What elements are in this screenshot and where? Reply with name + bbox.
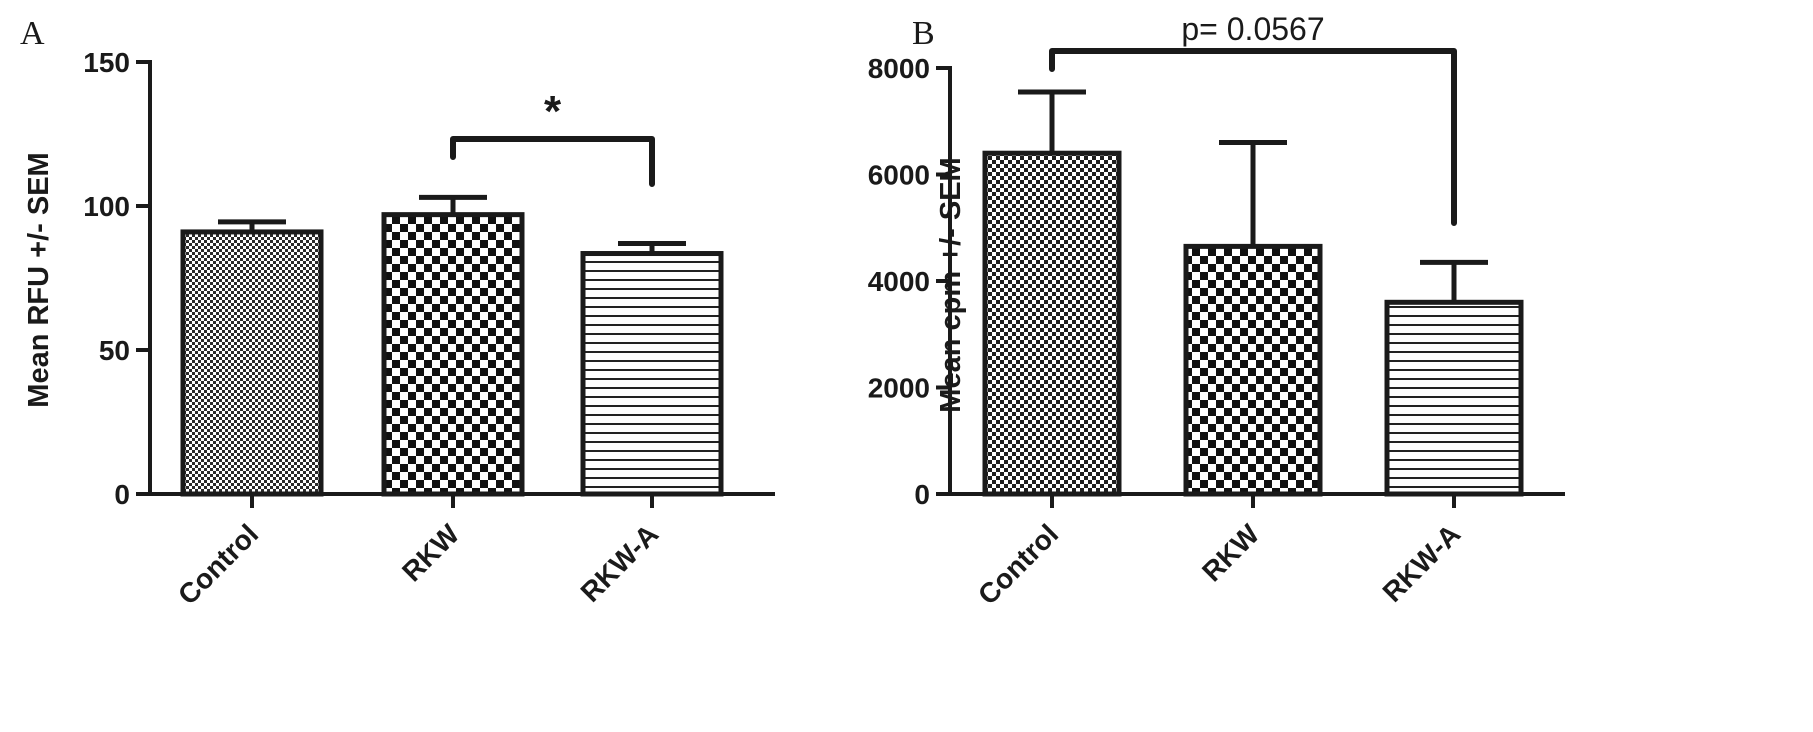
panel-a-category-label-2: RKW-A — [575, 518, 665, 608]
panel-label-b: B — [912, 15, 935, 52]
panel-b-y-tick-label-4: 8000 — [868, 53, 930, 84]
panel-a-y-axis-title: Mean RFU +/- SEM — [23, 152, 55, 407]
panel-a-y-tick-label-3: 150 — [83, 47, 130, 78]
panel-a-significance-bracket — [450, 136, 655, 187]
panel-b-significance-label: p= 0.0567 — [1181, 11, 1324, 47]
panel-b-bar-0 — [982, 150, 1122, 497]
panel-a-bar-2 — [580, 251, 724, 497]
panel-b-category-label-1: RKW — [1196, 518, 1266, 588]
panel-a-category-label-1: RKW — [396, 518, 466, 588]
panel-a-category-label-0: Control — [172, 518, 264, 610]
panel-a: A 0 50 100 150 Control RKW RKW-A * Mean RFU +/-… — [20, 15, 775, 611]
panel-b-y-tick-label-0: 0 — [914, 479, 930, 510]
panel-b-bar-1 — [1183, 243, 1323, 497]
panel-b-y-axis-title: Mean cpm +/- SEM — [935, 157, 967, 412]
panel-b-category-label-0: Control — [972, 518, 1064, 610]
panel-b-bar-2 — [1384, 299, 1524, 497]
panel-b-y-tick-label-2: 4000 — [868, 266, 930, 297]
panel-a-chart: 0 50 100 150 Control RKW RKW-A * — [83, 47, 775, 611]
panel-a-significance-label: * — [544, 87, 562, 136]
panel-b: B 0 2000 4000 6000 8000 Control RKW RKW-A p= 0.0… — [868, 11, 1565, 611]
panel-a-y-tick-label-2: 100 — [83, 191, 130, 222]
panel-a-y-tick-label-0: 0 — [114, 479, 130, 510]
panel-a-bar-0 — [180, 229, 324, 497]
panel-b-category-label-2: RKW-A — [1377, 518, 1467, 608]
panel-b-y-tick-label-3: 6000 — [868, 160, 930, 191]
panel-b-significance-bracket — [1049, 48, 1457, 226]
panel-b-chart: 0 2000 4000 6000 8000 Control RKW RKW-A p= 0.056… — [868, 11, 1565, 611]
panel-b-y-tick-label-1: 2000 — [868, 373, 930, 404]
panel-a-y-tick-label-1: 50 — [99, 335, 130, 366]
panel-label-a: A — [20, 15, 45, 52]
panel-a-bar-1 — [381, 212, 525, 497]
